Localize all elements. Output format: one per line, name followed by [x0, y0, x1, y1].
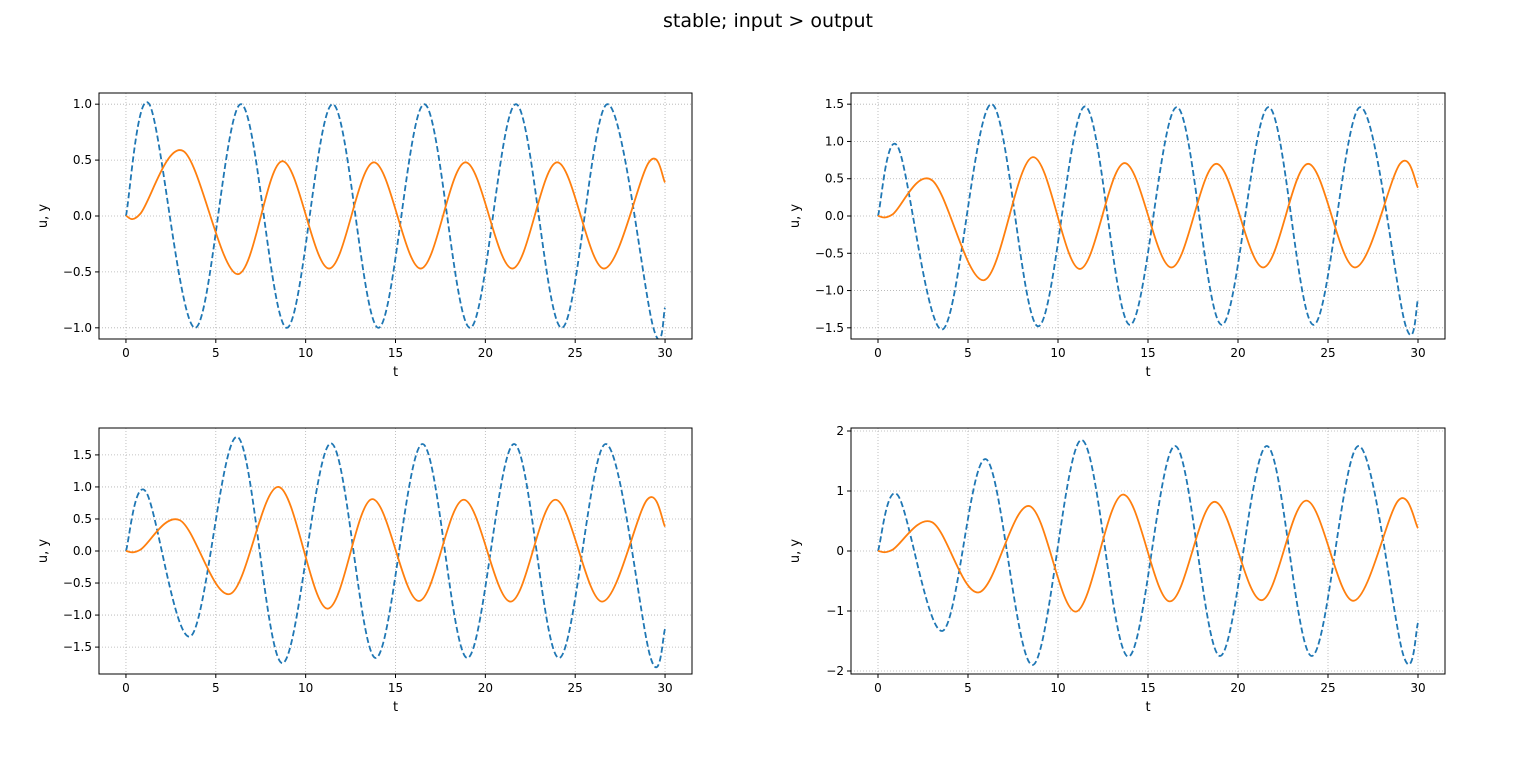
y-tick-label: −2 [826, 664, 844, 678]
y-tick-label: 0.0 [73, 209, 92, 223]
x-tick-label: 5 [964, 681, 972, 695]
x-tick-label: 30 [1410, 681, 1425, 695]
y-tick-label: −1.0 [63, 321, 92, 335]
y-tick-label: 2 [836, 424, 844, 438]
series-group [877, 103, 1419, 336]
x-tick-label: 25 [568, 346, 583, 360]
output-series-line [125, 149, 666, 276]
y-tick-label: −0.5 [63, 576, 92, 590]
y-tick-label: 0.0 [73, 544, 92, 558]
y-tick-label: 0.5 [73, 153, 92, 167]
y-tick-label: 1.0 [73, 97, 92, 111]
x-tick-label: 5 [964, 346, 972, 360]
figure-title: stable; input > output [662, 10, 873, 32]
output-series-line [877, 156, 1419, 282]
subplot-2: 0 5 10 15 20 25 30 −1.5 −1.0 −0.5 0.0 0.5 1.0 1.5 t u, … [788, 92, 1446, 380]
x-tick-label: 15 [1140, 346, 1155, 360]
y-tick-label: 1.5 [825, 97, 844, 111]
subplot-1: 0 5 10 15 20 25 30 −1.0 −0.5 0.0 0.5 1.0 t u, y [36, 92, 693, 380]
x-tick-label: 30 [657, 346, 672, 360]
y-tick-label: 0.5 [825, 172, 844, 186]
x-tick-label: 20 [478, 681, 493, 695]
x-tick-label: 20 [478, 346, 493, 360]
x-axis-label: t [393, 365, 398, 380]
x-axis-label: t [1145, 365, 1150, 380]
x-tick-label: 25 [568, 681, 583, 695]
x-tick-label: 15 [1140, 681, 1155, 695]
subplot-4: 0 5 10 15 20 25 30 −2 −1 0 1 2 t u, y [788, 424, 1446, 715]
y-tick-label: −1.0 [63, 608, 92, 622]
x-tick-label: 0 [874, 346, 882, 360]
input-series-line [125, 436, 666, 669]
x-tick-label: 0 [122, 681, 130, 695]
input-series-line [877, 439, 1419, 666]
y-tick-label: −0.5 [63, 265, 92, 279]
y-tick-label: −0.5 [815, 246, 844, 260]
x-tick-label: 10 [1050, 681, 1065, 695]
series-group [877, 439, 1419, 666]
input-series-line [125, 101, 666, 339]
y-tick-label: 0.5 [73, 512, 92, 526]
y-tick-label: −1.5 [815, 321, 844, 335]
output-series-line [125, 486, 666, 610]
x-tick-label: 20 [1230, 346, 1245, 360]
y-tick-label: 1.5 [73, 448, 92, 462]
x-tick-label: 5 [212, 346, 220, 360]
x-tick-label: 25 [1320, 681, 1335, 695]
input-series-line [877, 103, 1419, 336]
y-tick-label: 0.0 [825, 209, 844, 223]
x-tick-label: 10 [298, 681, 313, 695]
x-tick-label: 0 [122, 346, 130, 360]
x-axis-label: t [1145, 700, 1150, 715]
y-tick-label: −1.5 [63, 640, 92, 654]
series-group [125, 101, 666, 339]
output-series-line [877, 493, 1419, 613]
x-tick-label: 20 [1230, 681, 1245, 695]
y-axis-label: u, y [36, 539, 51, 564]
y-axis-label: u, y [36, 204, 51, 229]
y-tick-label: 1 [836, 484, 844, 498]
y-tick-label: 0 [836, 544, 844, 558]
y-tick-label: 1.0 [825, 134, 844, 148]
y-tick-label: 1.0 [73, 480, 92, 494]
subplot-3: 0 5 10 15 20 25 30 −1.5 −1.0 −0.5 0.0 0.5 1.0 1.5 t u, … [36, 427, 693, 715]
x-tick-label: 5 [212, 681, 220, 695]
x-tick-label: 25 [1320, 346, 1335, 360]
y-tick-label: −1.0 [815, 284, 844, 298]
x-tick-label: 15 [388, 681, 403, 695]
x-tick-label: 30 [657, 681, 672, 695]
x-tick-label: 10 [298, 346, 313, 360]
x-tick-label: 0 [874, 681, 882, 695]
x-tick-label: 10 [1050, 346, 1065, 360]
x-tick-label: 15 [388, 346, 403, 360]
y-tick-label: −1 [826, 604, 844, 618]
x-axis-label: t [393, 700, 398, 715]
series-group [125, 436, 666, 669]
y-axis-label: u, y [788, 539, 803, 564]
y-axis-label: u, y [788, 204, 803, 229]
x-tick-label: 30 [1410, 346, 1425, 360]
